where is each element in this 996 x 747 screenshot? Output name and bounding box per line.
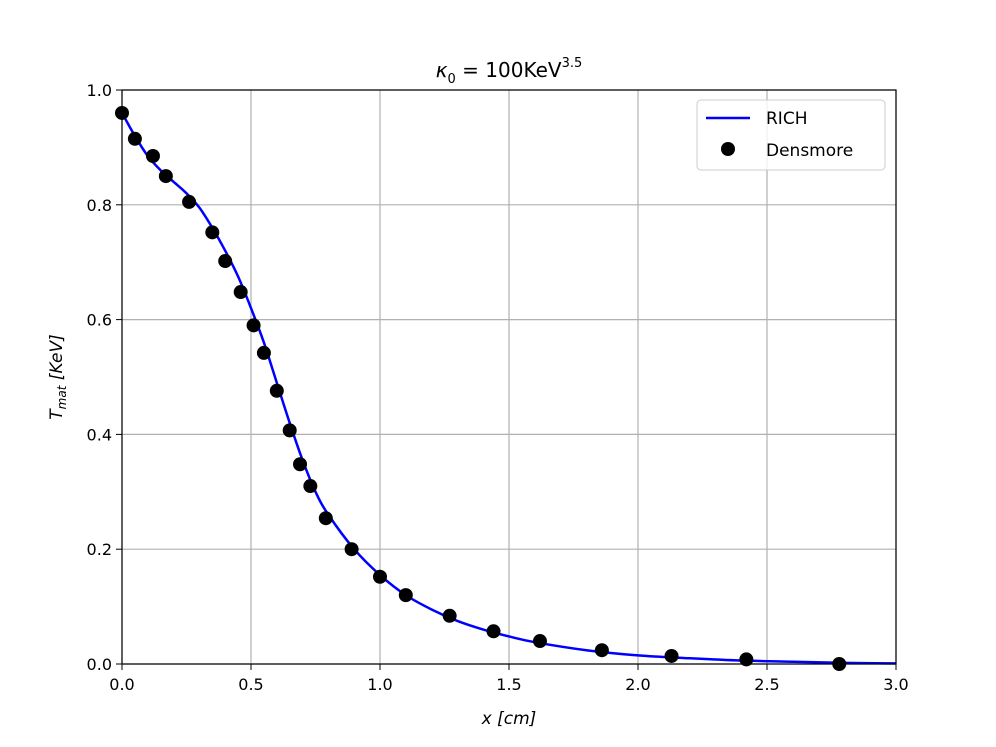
data-point-densmore [398, 588, 413, 603]
data-point-densmore [269, 383, 284, 398]
y-tick-label: 0.8 [87, 196, 112, 215]
legend-label-rich: RICH [766, 109, 807, 129]
x-tick-label: 2.0 [625, 675, 650, 694]
data-point-densmore [182, 194, 197, 209]
y-tick-label: 1.0 [87, 81, 112, 100]
legend-marker-densmore [721, 142, 735, 156]
data-point-densmore [127, 131, 142, 146]
data-point-densmore [205, 225, 220, 240]
data-point-densmore [344, 542, 359, 557]
data-point-densmore [246, 318, 261, 333]
data-point-densmore [318, 511, 333, 526]
data-point-densmore [145, 149, 160, 164]
data-point-densmore [664, 648, 679, 663]
x-tick-label: 0.0 [109, 675, 134, 694]
x-tick-label: 0.5 [238, 675, 263, 694]
y-tick-label: 0.2 [87, 540, 112, 559]
data-point-densmore [256, 345, 271, 360]
x-tick-label: 1.0 [367, 675, 392, 694]
data-point-densmore [532, 634, 547, 649]
data-point-densmore [486, 624, 501, 639]
data-point-densmore [303, 479, 318, 494]
y-tick-label: 0.6 [87, 311, 112, 330]
legend: RICH Densmore [696, 99, 886, 171]
x-axis-title: x [cm] [481, 709, 537, 729]
x-tick-label: 3.0 [883, 675, 908, 694]
y-axis-title: Tmat [KeV] [47, 334, 69, 419]
data-point-densmore [293, 457, 308, 472]
data-point-densmore [442, 608, 457, 623]
chart-title: κ0 = 100KeV3.5 [436, 56, 583, 87]
y-tick-label: 0.0 [87, 655, 112, 674]
x-tick-label: 2.5 [754, 675, 779, 694]
data-point-densmore [282, 423, 297, 438]
data-point-densmore [373, 569, 387, 584]
series-layer [115, 105, 897, 671]
x-tick-label: 1.5 [496, 675, 521, 694]
data-point-densmore [739, 652, 754, 667]
data-point-densmore [218, 254, 233, 269]
y-tick-label: 0.4 [87, 425, 112, 444]
ticks: 0.0 0.5 1.0 1.5 2.0 2.5 3.0 0.0 0.2 0.4 0.6 0.8 1.0 [87, 81, 909, 694]
data-point-densmore [233, 285, 248, 300]
data-point-densmore [158, 169, 173, 184]
legend-label-densmore: Densmore [766, 141, 853, 161]
series-line-rich [120, 112, 897, 665]
data-point-densmore [594, 643, 609, 658]
